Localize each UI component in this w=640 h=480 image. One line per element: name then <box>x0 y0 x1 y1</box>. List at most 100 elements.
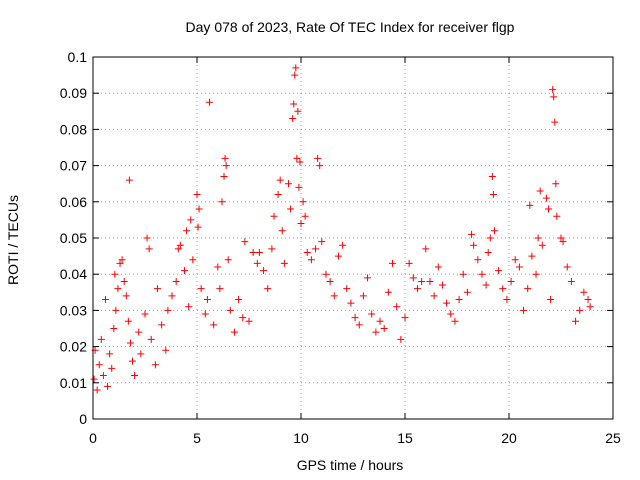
data-point <box>270 212 278 220</box>
data-point <box>524 285 532 293</box>
data-point <box>126 339 134 347</box>
data-point <box>503 296 511 304</box>
data-point <box>351 314 359 322</box>
data-point <box>189 256 197 264</box>
data-point <box>289 115 297 123</box>
y-tick-labels: 0 0.01 0.02 0.03 0.04 0.05 0.06 0.07 0.08 0.09 0.1 <box>60 49 87 427</box>
data-point <box>172 277 180 285</box>
data-point <box>499 285 507 293</box>
data-point <box>534 234 542 242</box>
data-point <box>359 292 367 300</box>
data-point <box>176 241 184 249</box>
data-point <box>101 296 109 304</box>
data-point <box>511 256 519 264</box>
data-point <box>380 325 388 332</box>
data-point <box>334 252 342 260</box>
data-point <box>576 306 584 314</box>
y-tick-label: 0.1 <box>68 49 88 65</box>
data-point <box>106 350 114 358</box>
data-point <box>116 259 124 267</box>
data-point <box>520 306 528 314</box>
data-point <box>174 245 182 253</box>
data-point <box>235 296 243 304</box>
data-point <box>409 274 417 282</box>
data-point <box>120 277 128 285</box>
data-point <box>168 292 176 300</box>
y-tick-label: 0.08 <box>60 121 87 137</box>
data-point <box>218 198 226 206</box>
data-point <box>463 288 471 296</box>
axis-ticks <box>92 56 614 420</box>
data-point <box>426 277 434 285</box>
data-point <box>295 183 303 191</box>
data-point <box>153 285 161 293</box>
y-tick-label: 0 <box>79 411 87 427</box>
x-tick-label: 25 <box>605 430 621 446</box>
data-point <box>580 288 588 296</box>
data-point <box>197 285 205 293</box>
data-point <box>220 172 228 180</box>
data-point <box>185 303 193 311</box>
data-point <box>162 346 170 354</box>
x-tick-label: 15 <box>397 430 413 446</box>
data-point <box>95 361 103 369</box>
data-point <box>260 267 268 275</box>
data-point <box>276 176 284 184</box>
data-point <box>141 310 149 318</box>
data-point <box>413 285 421 293</box>
data-point <box>468 230 476 238</box>
data-point <box>443 299 451 307</box>
data-point <box>268 245 276 253</box>
data-point <box>536 187 544 195</box>
data-point <box>389 259 397 267</box>
data-point <box>181 267 189 275</box>
data-point <box>488 172 496 180</box>
data-point <box>90 375 98 383</box>
data-point <box>364 274 372 282</box>
data-point <box>584 296 592 304</box>
data-point <box>567 277 575 285</box>
data-point <box>110 325 118 332</box>
data-point <box>489 191 497 199</box>
data-point <box>447 310 455 318</box>
data-point <box>135 328 143 336</box>
data-point <box>292 64 300 72</box>
data-point <box>122 292 130 300</box>
data-point <box>470 241 478 249</box>
data-point <box>418 277 426 285</box>
data-point <box>151 361 159 369</box>
data-point <box>368 310 376 318</box>
data-point <box>550 93 558 101</box>
data-point <box>118 256 126 264</box>
data-point <box>474 256 482 264</box>
data-point <box>343 285 351 293</box>
data-point <box>551 118 559 126</box>
data-point <box>187 216 195 224</box>
x-tick-label: 20 <box>501 430 517 446</box>
y-tick-label: 0.07 <box>60 158 87 174</box>
data-point <box>314 154 322 162</box>
data-point <box>194 223 202 231</box>
data-point <box>253 259 261 267</box>
data-point <box>455 296 463 304</box>
data-point <box>339 241 347 249</box>
data-point <box>372 328 380 336</box>
data-point <box>291 71 299 79</box>
data-point <box>183 227 191 235</box>
data-point <box>486 234 494 242</box>
data-point <box>129 357 137 365</box>
data-point <box>438 281 446 289</box>
y-tick-label: 0.04 <box>60 266 87 282</box>
data-point <box>245 317 253 325</box>
data-point <box>216 285 224 293</box>
y-axis-label: ROTI / TECUs <box>5 195 21 285</box>
data-point <box>164 306 172 314</box>
x-tick-labels: 0 5 10 15 20 25 <box>89 430 621 446</box>
data-point <box>326 277 334 285</box>
data-point <box>294 107 302 115</box>
data-point <box>205 98 213 106</box>
data-point <box>296 158 304 166</box>
chart-title: Day 078 of 2023, Rate Of TEC Index for r… <box>186 19 515 35</box>
data-point <box>278 227 286 235</box>
data-point <box>111 270 119 278</box>
